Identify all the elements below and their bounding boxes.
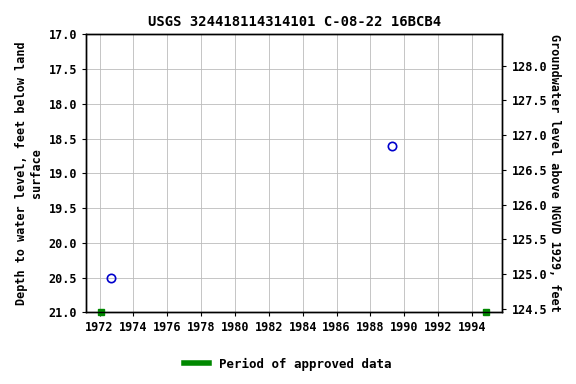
Title: USGS 324418114314101 C-08-22 16BCB4: USGS 324418114314101 C-08-22 16BCB4 [147, 15, 441, 29]
Legend: Period of approved data: Period of approved data [179, 353, 397, 376]
Y-axis label: Depth to water level, feet below land
surface: Depth to water level, feet below land su… [15, 41, 43, 305]
Y-axis label: Groundwater level above NGVD 1929, feet: Groundwater level above NGVD 1929, feet [548, 35, 561, 312]
